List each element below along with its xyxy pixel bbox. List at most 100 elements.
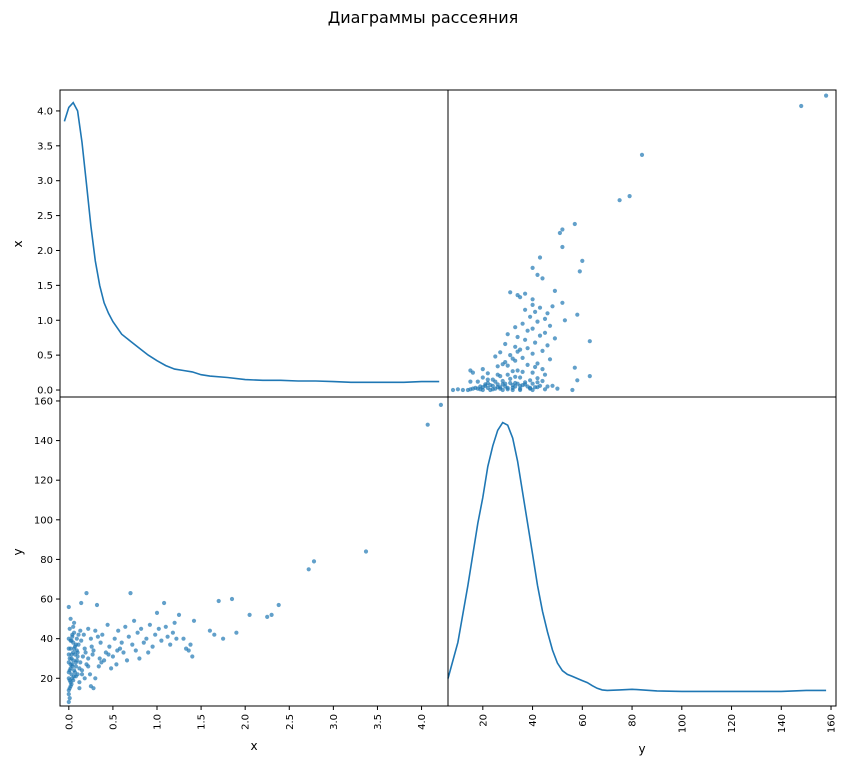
scatter-point [79, 672, 85, 677]
scatter-point [139, 626, 144, 631]
scatter-point [533, 340, 538, 345]
scatter-point [530, 265, 535, 270]
scatter-point [68, 662, 73, 667]
scatter-point [71, 658, 76, 663]
tick-label: 3.5 [373, 714, 384, 730]
scatter-point [75, 650, 80, 655]
scatter-point [306, 567, 311, 572]
scatter-point [66, 652, 71, 657]
tick-label: 120 [727, 714, 738, 733]
scatter-point [105, 622, 110, 627]
scatter-point [488, 387, 493, 393]
scatter-point [535, 376, 540, 381]
scatter-point [72, 620, 77, 625]
scatter-point [93, 628, 98, 633]
scatter-point [545, 384, 550, 389]
scatter-point [555, 386, 560, 391]
scatter-point [276, 602, 281, 608]
tick-label: 40 [40, 634, 53, 645]
scatter-point [144, 636, 149, 641]
panel-y-y [447, 396, 837, 707]
scatter-point [106, 652, 111, 657]
panel-x-y [447, 89, 837, 398]
scatter-point [540, 378, 545, 384]
tick-label: 40 [528, 714, 539, 727]
scatter-point [83, 650, 88, 655]
scatter-point [498, 386, 503, 391]
scatter-point [73, 674, 78, 679]
scatter-point [478, 387, 483, 392]
tick-label: 80 [628, 714, 639, 727]
scatter-point [68, 638, 73, 643]
scatter-point [114, 662, 119, 667]
scatter-point [93, 676, 98, 681]
scatter-point [153, 632, 158, 637]
scatter-point [94, 602, 100, 608]
tick-label: 1.5 [197, 714, 208, 730]
scatter-point [570, 387, 575, 393]
scatter-point [537, 305, 543, 310]
kde-curve-x [63, 101, 440, 384]
scatter-point [181, 636, 186, 641]
scatter-point [530, 370, 535, 375]
scatter-point [68, 616, 73, 621]
scatter-point [100, 632, 105, 637]
row-label-y: y [11, 548, 25, 555]
scatter-point [485, 377, 490, 382]
scatter-point [490, 377, 495, 382]
scatter-point [110, 654, 115, 659]
scatter-point [86, 626, 91, 631]
scatter-point [460, 387, 465, 393]
scatter-point [503, 384, 508, 389]
tick-label: 0.0 [37, 386, 53, 397]
scatter-point [513, 344, 518, 349]
scatter-point [78, 660, 83, 665]
scatter-point [66, 699, 71, 705]
scatter-point [495, 372, 500, 377]
scatter-point [72, 646, 77, 651]
scatter-point [515, 293, 520, 298]
scatter-point [79, 668, 85, 673]
scatter-point [533, 364, 538, 370]
scatter-point [510, 369, 515, 374]
scatter-point [515, 334, 520, 340]
scatter-point [67, 678, 72, 683]
scatter-point [146, 650, 151, 655]
scatter-point [212, 632, 217, 637]
scatter-point [425, 422, 430, 427]
scatter-point [191, 618, 197, 623]
scatter-point [207, 628, 212, 633]
tick-label: 20 [478, 714, 489, 727]
scatter-point [515, 349, 520, 354]
scatter-point [123, 624, 128, 629]
tick-label: 60 [40, 595, 53, 606]
scatter-point [438, 402, 443, 407]
scatter-point [530, 297, 535, 302]
tick-label: 100 [677, 714, 688, 733]
scatter-point [510, 387, 515, 393]
scatter-point [468, 379, 473, 384]
scatter-point [141, 640, 146, 645]
scatter-point [150, 644, 155, 649]
scatter-point [480, 375, 485, 380]
scatter-point [545, 311, 550, 316]
scatter-point [587, 374, 592, 379]
scatter-point [156, 626, 161, 631]
tick-label: 2.0 [241, 714, 252, 730]
scatter-point [79, 600, 84, 606]
scatter-point [525, 346, 530, 351]
scatter-point [552, 288, 558, 293]
scatter-point [73, 642, 78, 647]
scatter-point [66, 604, 71, 610]
scatter-point [503, 341, 508, 347]
scatter-point [575, 378, 580, 383]
scatter-point [493, 354, 498, 359]
scatter-point [495, 382, 500, 387]
scatter-point [475, 379, 480, 384]
scatter-point [535, 361, 540, 366]
scatter-point [124, 658, 130, 663]
scatter-point [77, 686, 82, 691]
col-label-y: y [638, 742, 645, 756]
scatter-point [518, 383, 523, 388]
